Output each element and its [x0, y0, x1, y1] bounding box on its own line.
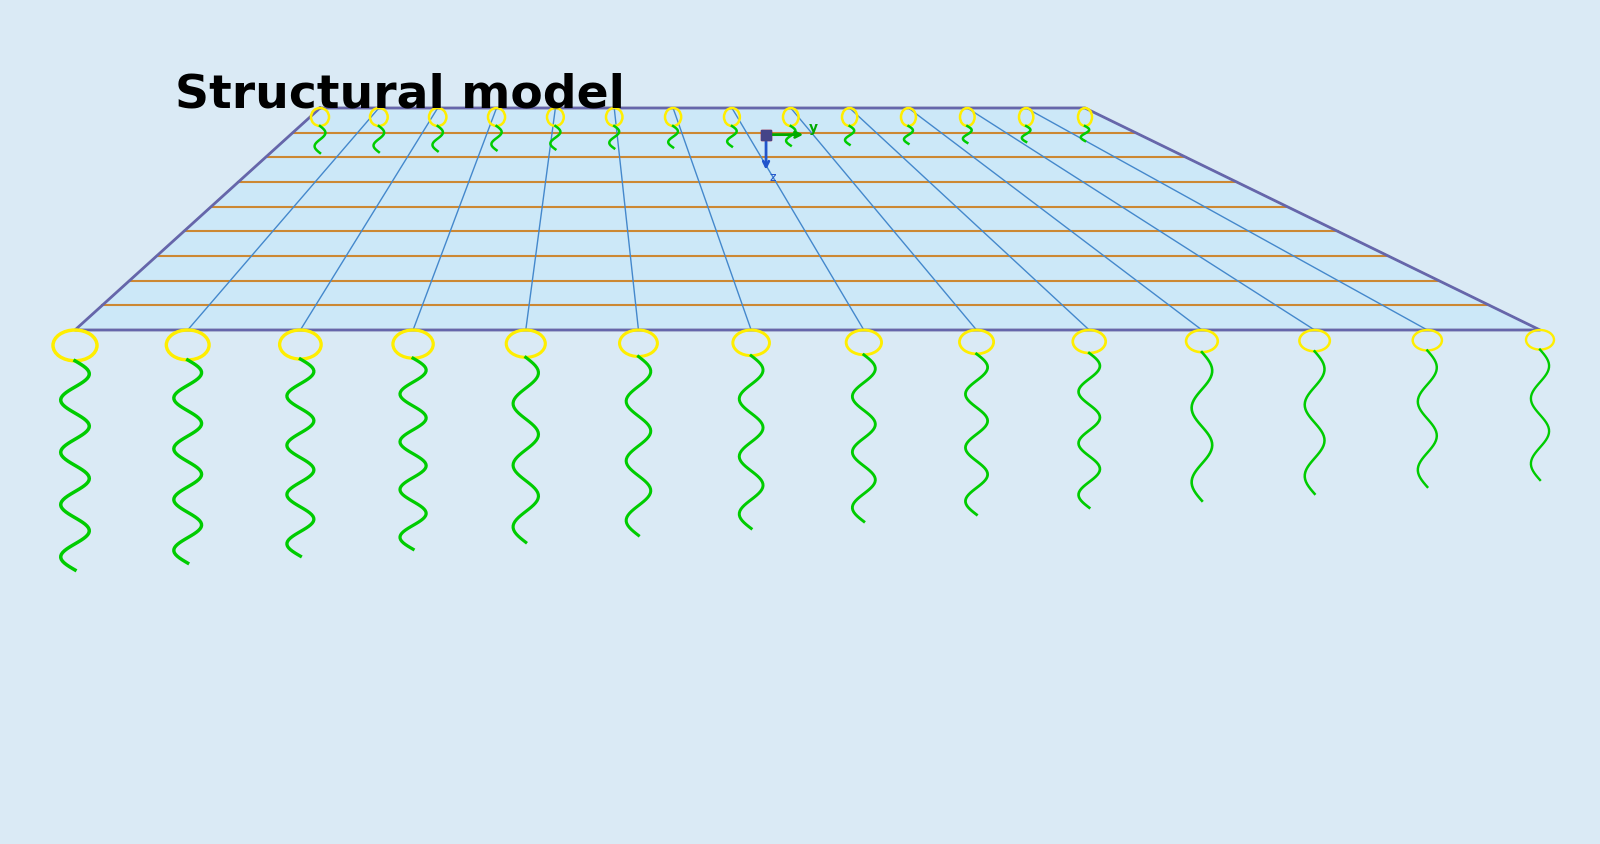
Text: y: y — [810, 121, 818, 135]
Text: z: z — [770, 170, 776, 184]
Text: Structural model: Structural model — [174, 72, 626, 117]
Bar — [762, 130, 771, 139]
Bar — [762, 130, 771, 139]
Polygon shape — [75, 108, 1539, 330]
